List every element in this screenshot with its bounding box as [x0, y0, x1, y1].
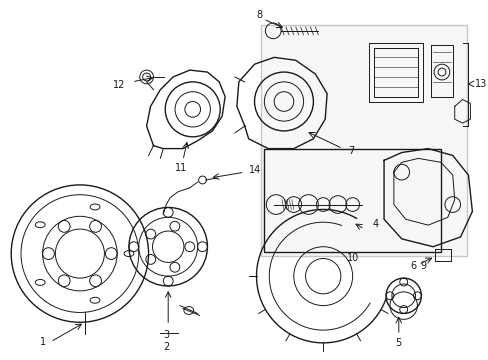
Bar: [264, 149, 440, 252]
Text: 13: 13: [474, 79, 487, 89]
Text: 4: 4: [371, 219, 378, 229]
Text: 9: 9: [419, 261, 426, 271]
Text: 10: 10: [346, 253, 358, 264]
Text: 6: 6: [409, 261, 416, 271]
Text: 2: 2: [163, 342, 169, 352]
Text: 8: 8: [256, 10, 262, 20]
Text: 1: 1: [40, 337, 45, 347]
Text: 12: 12: [112, 80, 125, 90]
Text: 11: 11: [175, 163, 187, 173]
Text: 3: 3: [163, 330, 169, 340]
Text: 14: 14: [248, 165, 261, 175]
Text: 7: 7: [347, 145, 353, 156]
Bar: [261, 25, 467, 256]
Text: 5: 5: [395, 338, 401, 348]
